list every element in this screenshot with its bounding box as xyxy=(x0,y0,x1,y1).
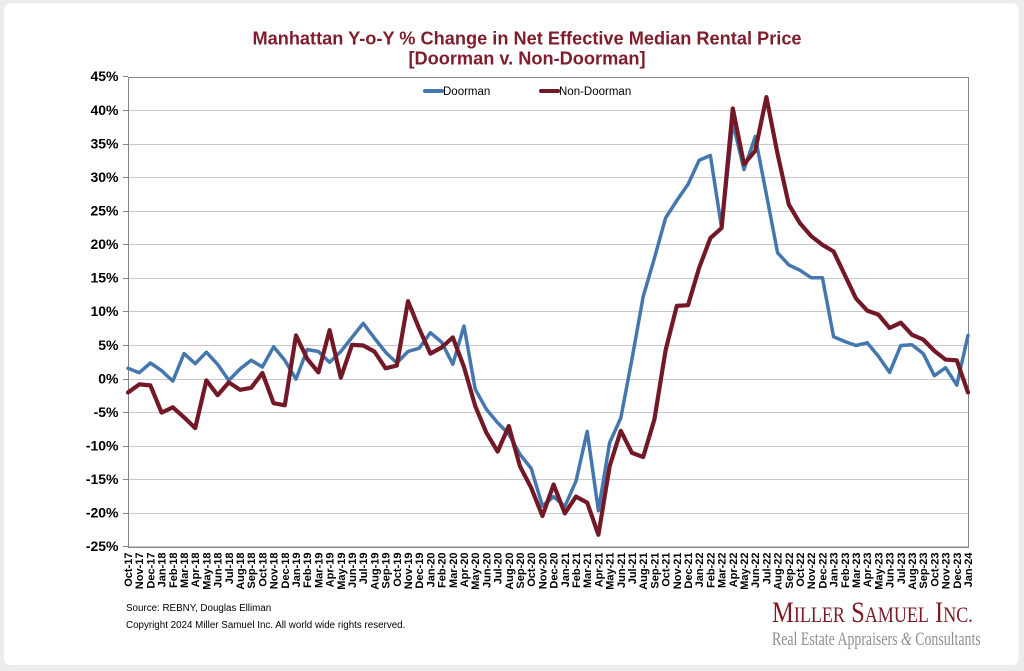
svg-text:Jul-21: Jul-21 xyxy=(627,553,639,585)
svg-text:Jul-18: Jul-18 xyxy=(224,553,236,585)
svg-text:Oct-23: Oct-23 xyxy=(929,553,941,587)
svg-text:Oct-17: Oct-17 xyxy=(123,553,135,587)
svg-text:-15%: -15% xyxy=(86,471,119,487)
svg-text:40%: 40% xyxy=(90,102,119,118)
svg-text:Oct-21: Oct-21 xyxy=(661,553,673,587)
svg-text:Oct-20: Oct-20 xyxy=(526,553,538,587)
svg-text:Apr-19: Apr-19 xyxy=(325,553,337,588)
svg-text:Jan-18: Jan-18 xyxy=(157,553,169,588)
svg-text:Jun-18: Jun-18 xyxy=(213,553,225,588)
svg-text:Sep-18: Sep-18 xyxy=(246,553,258,589)
svg-text:Aug-19: Aug-19 xyxy=(369,553,381,590)
svg-text:May-18: May-18 xyxy=(201,553,213,590)
svg-text:Sep-21: Sep-21 xyxy=(649,553,661,589)
svg-text:Feb-18: Feb-18 xyxy=(168,553,180,588)
svg-text:45%: 45% xyxy=(90,68,119,84)
svg-text:Feb-20: Feb-20 xyxy=(437,553,449,588)
svg-text:Manhattan Y-o-Y % Change in Ne: Manhattan Y-o-Y % Change in Net Effectiv… xyxy=(252,29,801,49)
svg-text:Aug-22: Aug-22 xyxy=(773,553,785,590)
svg-text:Jun-20: Jun-20 xyxy=(481,553,493,588)
svg-text:May-19: May-19 xyxy=(336,553,348,590)
svg-text:25%: 25% xyxy=(90,203,119,219)
svg-text:5%: 5% xyxy=(98,337,119,353)
svg-text:Mar-18: Mar-18 xyxy=(179,553,191,588)
svg-text:Aug-20: Aug-20 xyxy=(504,553,516,590)
svg-text:Jan-20: Jan-20 xyxy=(425,553,437,588)
svg-text:Jun-22: Jun-22 xyxy=(750,553,762,588)
svg-text:Jan-22: Jan-22 xyxy=(694,553,706,588)
svg-text:Jun-23: Jun-23 xyxy=(885,553,897,588)
svg-text:Aug-21: Aug-21 xyxy=(638,553,650,590)
svg-text:Jul-19: Jul-19 xyxy=(358,553,370,585)
svg-text:Feb-23: Feb-23 xyxy=(840,553,852,588)
svg-text:Aug-18: Aug-18 xyxy=(235,553,247,590)
svg-text:Jul-23: Jul-23 xyxy=(896,553,908,585)
svg-text:Source: REBNY, Douglas Elliman: Source: REBNY, Douglas Elliman xyxy=(126,603,271,614)
svg-text:Jan-19: Jan-19 xyxy=(291,553,303,588)
svg-text:May-21: May-21 xyxy=(605,553,617,590)
svg-text:Dec-17: Dec-17 xyxy=(145,553,157,589)
svg-text:Dec-22: Dec-22 xyxy=(817,553,829,589)
svg-text:Mar-22: Mar-22 xyxy=(717,553,729,588)
svg-text:Jun-21: Jun-21 xyxy=(616,553,628,588)
svg-text:30%: 30% xyxy=(90,169,119,185)
svg-text:-10%: -10% xyxy=(86,438,119,454)
svg-text:Oct-22: Oct-22 xyxy=(795,553,807,587)
svg-text:Dec-18: Dec-18 xyxy=(280,553,292,589)
svg-text:[Doorman v. Non-Doorman]: [Doorman v. Non-Doorman] xyxy=(408,49,645,69)
svg-text:Jan-21: Jan-21 xyxy=(560,553,572,588)
svg-text:Dec-20: Dec-20 xyxy=(549,553,561,589)
svg-text:Oct-19: Oct-19 xyxy=(392,553,404,587)
svg-text:Nov-23: Nov-23 xyxy=(941,553,953,590)
svg-text:Mar-19: Mar-19 xyxy=(313,553,325,588)
svg-text:Sep-22: Sep-22 xyxy=(784,553,796,589)
svg-text:May-23: May-23 xyxy=(873,553,885,590)
svg-text:Jul-20: Jul-20 xyxy=(493,553,505,585)
svg-text:Nov-18: Nov-18 xyxy=(269,553,281,590)
svg-text:Apr-22: Apr-22 xyxy=(728,553,740,588)
svg-text:Feb-21: Feb-21 xyxy=(571,553,583,588)
svg-text:Sep-19: Sep-19 xyxy=(381,553,393,589)
svg-text:May-22: May-22 xyxy=(739,553,751,590)
svg-text:Mar-23: Mar-23 xyxy=(851,553,863,588)
svg-text:Apr-21: Apr-21 xyxy=(593,553,605,588)
svg-text:Dec-19: Dec-19 xyxy=(414,553,426,589)
svg-text:Dec-23: Dec-23 xyxy=(952,553,964,589)
svg-text:Sep-20: Sep-20 xyxy=(515,553,527,589)
svg-text:May-20: May-20 xyxy=(470,553,482,590)
svg-text:Jan-23: Jan-23 xyxy=(829,553,841,588)
svg-text:20%: 20% xyxy=(90,236,119,252)
svg-text:-25%: -25% xyxy=(86,538,119,554)
svg-text:-20%: -20% xyxy=(86,505,119,521)
svg-text:35%: 35% xyxy=(90,135,119,151)
svg-text:Feb-19: Feb-19 xyxy=(302,553,314,588)
svg-text:Real Estate Appraisers & Consu: Real Estate Appraisers & Consultants xyxy=(772,628,981,650)
svg-text:Jul-22: Jul-22 xyxy=(761,553,773,585)
svg-text:Oct-18: Oct-18 xyxy=(257,553,269,587)
svg-text:MILLER SAMUEL INC.: MILLER SAMUEL INC. xyxy=(772,596,973,629)
svg-text:Apr-23: Apr-23 xyxy=(862,553,874,588)
svg-text:0%: 0% xyxy=(98,370,119,386)
svg-text:Jun-19: Jun-19 xyxy=(347,553,359,588)
svg-text:Nov-21: Nov-21 xyxy=(672,553,684,590)
svg-text:Nov-22: Nov-22 xyxy=(806,553,818,590)
svg-text:Nov-17: Nov-17 xyxy=(134,553,146,590)
svg-text:Apr-20: Apr-20 xyxy=(459,553,471,588)
svg-text:Dec-21: Dec-21 xyxy=(683,553,695,589)
svg-text:Non-Doorman: Non-Doorman xyxy=(559,86,631,98)
svg-text:Jan-24: Jan-24 xyxy=(963,552,975,588)
svg-text:Mar-21: Mar-21 xyxy=(582,553,594,588)
svg-text:15%: 15% xyxy=(90,270,119,286)
svg-text:Sep-23: Sep-23 xyxy=(918,553,930,589)
svg-text:Nov-19: Nov-19 xyxy=(403,553,415,590)
svg-text:Apr-18: Apr-18 xyxy=(190,553,202,588)
svg-text:-5%: -5% xyxy=(94,404,119,420)
svg-text:Feb-22: Feb-22 xyxy=(705,553,717,588)
svg-text:Nov-20: Nov-20 xyxy=(537,553,549,590)
svg-text:Aug-23: Aug-23 xyxy=(907,553,919,590)
svg-text:Doorman: Doorman xyxy=(443,86,490,98)
svg-text:10%: 10% xyxy=(90,303,119,319)
svg-text:Mar-20: Mar-20 xyxy=(448,553,460,588)
svg-text:Copyright 2024 Miller Samuel I: Copyright 2024 Miller Samuel Inc. All wo… xyxy=(126,620,405,631)
